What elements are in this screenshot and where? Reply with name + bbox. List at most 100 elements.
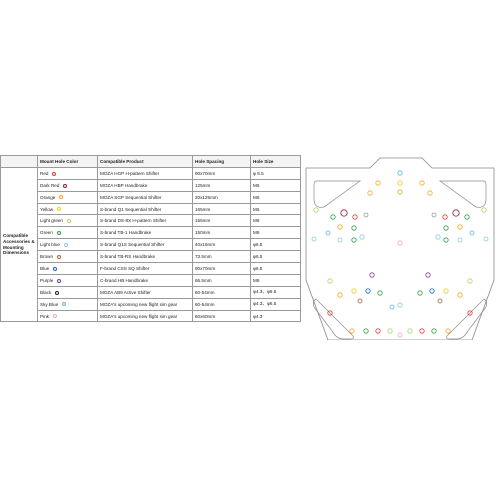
table-row: Orange MOZA SGP Sequential Shifter 20x125m… <box>1 190 301 204</box>
mount-hole <box>325 230 331 236</box>
hole-color-cell: Dark Red <box>37 178 98 192</box>
mount-hole <box>425 272 431 278</box>
hole-size-cell: φ6.5 <box>250 262 301 275</box>
product-cell: S-brand Q1S Sequential Shifter <box>97 238 193 252</box>
product-cell: MOZA HGP H-pattern Shifter <box>97 166 193 180</box>
hole-size-cell: M6 <box>250 178 301 192</box>
mount-hole <box>311 236 317 242</box>
mount-hole <box>452 209 460 217</box>
mount-hole <box>363 328 369 334</box>
mount-hole <box>457 292 463 298</box>
table-row: Yellow S-brand Q1 Sequential Shifter 165mm… <box>1 202 301 216</box>
table-header-row: Mount Hole Color Compatible Product Hole… <box>0 155 301 168</box>
product-cell: S-brand DS-8X H-pattern Shifter <box>97 214 193 228</box>
spacing-cell: 165mm <box>192 202 251 216</box>
mount-hole <box>352 214 358 220</box>
hole-color-cell: Blue <box>37 262 98 275</box>
section-label: Compatible Accessories & Mounting Dimens… <box>0 166 38 323</box>
mount-hole <box>443 237 449 243</box>
mount-hole <box>351 288 357 294</box>
header-size: Hole Size <box>250 155 301 168</box>
hole-color-name: Brown <box>40 254 54 260</box>
mount-hole <box>442 214 448 220</box>
hole-size-cell: M6 <box>250 202 301 216</box>
table-row: Pink MOZA's upcoming new flight sim gear 6… <box>1 309 301 323</box>
table-row: Compatible Accessories & Mounting Dimens… <box>0 166 301 323</box>
spacing-cell: 155mm <box>192 214 251 228</box>
product-cell: MOZA's upcoming new flight sim gear <box>97 309 193 323</box>
hole-size-cell: φ6.5 <box>250 250 301 264</box>
mount-hole <box>443 288 449 294</box>
spacing-cell: 150mm <box>192 226 251 240</box>
hole-color-name: Red <box>40 170 49 176</box>
mount-hole <box>483 236 489 242</box>
hole-color-circle-icon <box>63 242 68 247</box>
mount-hole <box>397 302 403 308</box>
spacing-cell: 90x70mm <box>192 262 251 275</box>
mount-hole <box>337 237 343 243</box>
product-cell: MOZA's upcoming new flight sim gear <box>97 297 193 311</box>
mount-hole <box>357 298 363 304</box>
plate-outline <box>305 157 495 340</box>
mount-hole <box>467 278 473 284</box>
hole-color-cell: Orange <box>37 190 98 204</box>
hole-color-name: Blue <box>40 265 50 271</box>
mount-hole <box>464 214 470 220</box>
hole-size-cell: φ4.3 <box>250 309 301 323</box>
mount-hole <box>445 328 451 334</box>
hole-color-circle-icon <box>59 195 64 200</box>
hole-color-circle-icon <box>57 254 62 259</box>
mount-hole <box>419 180 425 186</box>
spacing-cell: 60x60mm <box>192 309 251 323</box>
spacing-cell: 66.5mm <box>192 273 251 287</box>
table-row: Sky Blue MOZA's upcoming new flight sim g… <box>1 297 301 311</box>
hole-size-cell: M6 <box>250 273 301 287</box>
mount-hole <box>349 328 355 334</box>
hole-color-name: Purple <box>40 277 54 283</box>
spacing-cell: 40x16mm <box>192 238 251 252</box>
hole-size-cell: φ4.3、φ6.5 <box>250 297 301 311</box>
product-cell: MOZA HBP Handbrake <box>97 178 193 192</box>
hole-color-circle-icon <box>52 314 57 319</box>
hole-color-circle-icon <box>52 171 57 176</box>
product-cell: MOZA AB9 Active Shifter <box>97 285 193 299</box>
mount-hole <box>337 292 343 298</box>
mount-hole <box>419 328 425 334</box>
top-left-slot <box>313 180 362 208</box>
spacing-cell: 73.5mm <box>192 250 251 264</box>
table-row: Brown S-brand TB-RS Handbrake 73.5mm φ6.5 <box>1 250 301 264</box>
hole-color-cell: Brown <box>37 250 98 264</box>
product-cell: S-brand TB-RS Handbrake <box>97 250 193 264</box>
mounting-plate-diagram <box>305 157 495 340</box>
spacing-cell: 60-54mm <box>192 285 251 299</box>
hole-color-name: Dark Red <box>40 182 60 188</box>
spacing-cell: 90x70mm <box>192 166 251 180</box>
table-row: Green S-brand TB-1 Handbrake 150mm M6 <box>1 226 301 240</box>
header-hole-color: Mount Hole Color <box>37 155 98 168</box>
hole-color-cell: Purple <box>37 273 98 287</box>
table-body: Compatible Accessories & Mounting Dimens… <box>0 166 301 323</box>
mount-hole <box>457 224 463 230</box>
hole-color-circle-icon <box>62 302 67 307</box>
hole-size-cell: φ4.3、φ6.5 <box>250 285 301 299</box>
table-row: Dark Red MOZA HBP Handbrake 125mm M6 <box>1 178 301 192</box>
hole-size-cell: M6 <box>250 226 301 240</box>
hole-color-circle-icon <box>56 231 61 236</box>
table-row: Blue F-brand CSS SQ Shifter 90x70mm φ6.5 <box>1 262 301 275</box>
mount-hole <box>431 328 437 334</box>
hole-size-cell: M6 <box>250 214 301 228</box>
mount-hole <box>327 310 333 316</box>
bottom-left-slot <box>312 298 354 340</box>
mount-hole <box>351 237 357 243</box>
mount-hole <box>427 190 433 196</box>
mount-hole <box>481 207 487 213</box>
hole-color-circle-icon <box>53 266 58 271</box>
mount-hole <box>397 180 403 186</box>
mount-hole <box>407 328 413 334</box>
mount-hole <box>330 214 336 220</box>
mount-hole <box>351 225 357 231</box>
mount-hole <box>363 212 369 218</box>
table-row: Purple C-brand HB Handbrake 66.5mm M6 <box>1 273 301 287</box>
mount-hole <box>431 212 437 218</box>
hole-color-name: Light green <box>40 218 63 224</box>
